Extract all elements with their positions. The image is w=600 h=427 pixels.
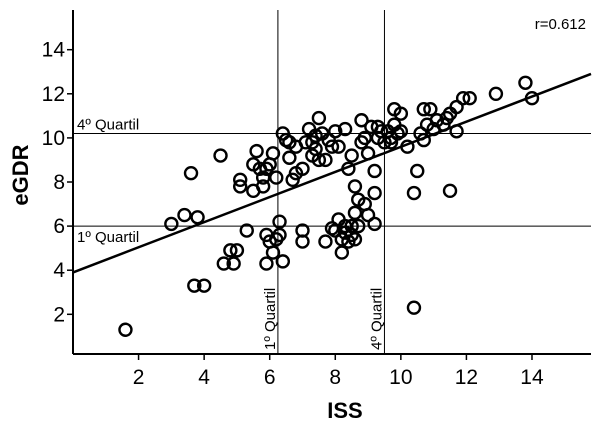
data-point — [233, 172, 248, 187]
annotations: 1º Quartil 4º Quartil 1º Quartil 4º Quartil — [77, 116, 385, 350]
data-point — [367, 185, 382, 201]
data-point — [239, 223, 254, 238]
data-point — [462, 91, 477, 106]
x-tick-label: 6 — [264, 366, 276, 389]
data-points — [118, 75, 540, 337]
data-point — [269, 170, 284, 185]
data-point — [367, 216, 382, 232]
data-point — [295, 234, 310, 249]
data-point — [164, 216, 179, 232]
data-point — [223, 243, 238, 258]
data-point — [272, 227, 287, 243]
data-point — [410, 163, 425, 179]
data-point — [393, 106, 409, 121]
data-point — [449, 124, 464, 139]
data-point — [282, 150, 297, 165]
data-point — [524, 91, 540, 106]
data-point — [406, 300, 422, 315]
y-tick-label: 4 — [53, 259, 65, 282]
x-axis-title: ISS — [327, 398, 362, 423]
data-point — [187, 278, 202, 293]
data-point — [295, 161, 310, 176]
y-tick-label: 6 — [53, 215, 65, 238]
vertical-reference-label: 4º Quartil — [368, 288, 385, 350]
data-point — [324, 139, 340, 154]
data-point — [183, 165, 199, 181]
data-point — [226, 256, 241, 271]
data-point — [308, 128, 323, 143]
horizontal-reference-label: 1º Quartil — [77, 229, 139, 246]
data-point — [259, 256, 274, 271]
data-point — [360, 146, 376, 161]
regression-line — [72, 72, 592, 274]
data-point — [347, 179, 363, 194]
data-point — [393, 124, 409, 139]
x-tick-label: 14 — [520, 366, 544, 389]
x-tick-label: 8 — [329, 366, 341, 389]
regression-line-layer — [72, 72, 592, 274]
data-point — [351, 218, 366, 234]
data-point — [341, 161, 356, 176]
data-point — [400, 139, 415, 154]
x-tick-label: 10 — [389, 366, 412, 389]
data-point — [416, 102, 431, 117]
data-point — [216, 256, 232, 271]
data-point — [249, 143, 264, 159]
data-point — [455, 91, 471, 106]
data-point — [518, 75, 533, 90]
data-point — [298, 135, 313, 150]
x-tick-label: 12 — [455, 366, 478, 389]
data-point — [233, 179, 248, 194]
data-point — [318, 234, 333, 249]
data-point — [442, 183, 458, 199]
data-point — [337, 121, 353, 137]
data-point — [416, 132, 431, 148]
data-point — [311, 152, 327, 168]
y-tick-label: 10 — [42, 127, 65, 150]
x-tick-label: 4 — [198, 366, 210, 389]
data-point — [118, 322, 133, 337]
data-point — [344, 148, 359, 163]
data-point — [347, 232, 363, 247]
data-point — [255, 179, 271, 194]
data-point — [318, 152, 333, 168]
data-point — [177, 207, 192, 223]
data-point — [344, 218, 359, 234]
data-point — [406, 185, 422, 201]
data-point — [347, 205, 363, 221]
data-point — [196, 278, 212, 293]
y-tick-label: 8 — [53, 171, 65, 194]
data-point — [331, 139, 346, 154]
data-point — [272, 214, 287, 229]
tick-labels: 2 4 6 8 10 12 14 2 4 6 8 10 12 14 — [42, 39, 544, 389]
data-point — [334, 245, 350, 260]
data-point — [423, 102, 438, 117]
data-point — [265, 146, 281, 161]
vertical-reference-label: 1º Quartil — [262, 288, 279, 350]
x-tick-label: 2 — [133, 366, 145, 389]
y-tick-label: 14 — [42, 39, 66, 62]
data-point — [229, 243, 245, 258]
data-point — [275, 254, 291, 269]
y-axis-title: eGDR — [8, 144, 33, 205]
data-point — [367, 163, 382, 179]
data-point — [328, 124, 343, 139]
data-point — [488, 86, 504, 101]
data-point — [354, 113, 369, 128]
data-point — [190, 210, 205, 225]
y-tick-label: 12 — [42, 83, 65, 106]
data-point — [311, 110, 327, 126]
data-point — [265, 245, 281, 260]
horizontal-reference-label: 4º Quartil — [77, 116, 139, 133]
y-tick-label: 2 — [53, 303, 65, 326]
correlation-annotation: r=0.612 — [535, 16, 586, 33]
data-point — [213, 148, 228, 163]
axes — [67, 10, 591, 360]
